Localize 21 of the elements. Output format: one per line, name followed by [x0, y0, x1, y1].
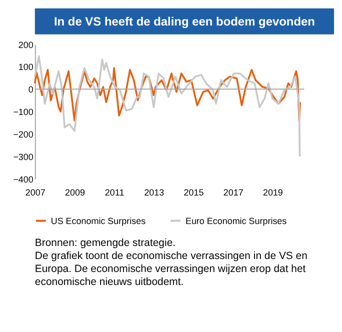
y-tick-label: −100 [13, 107, 34, 118]
y-tick-label: −400 [13, 174, 34, 184]
y-tick-label: 100 [18, 62, 34, 72]
x-tick-label: 2007 [25, 187, 46, 198]
x-tick-label: 2019 [262, 187, 283, 198]
legend-label: Euro Economic Surprises [185, 216, 288, 226]
line-series [34, 67, 302, 122]
line-series [34, 55, 301, 158]
y-tick-label: −200 [13, 130, 34, 140]
x-tick-label: 2009 [65, 187, 85, 198]
x-tick-label: 2017 [223, 187, 244, 198]
x-tick-label: 2013 [144, 187, 164, 198]
chart-title: In de VS heeft de daling een bodem gevonden [54, 14, 315, 28]
legend-label: US Economic Surprises [50, 216, 146, 226]
x-tick-label: 2011 [104, 187, 124, 198]
text: Bronnen: gemengde strategie. [34, 238, 176, 250]
text: De grafiek toont de economische verrassingen in de VS en Europa. De economische verrassingen wijzen erop dat het economische nieuws uitbodemt. [34, 251, 308, 288]
y-tick-label: −300 [13, 152, 34, 162]
y-tick-label: 0 [28, 84, 34, 95]
y-tick-label: 200 [18, 40, 34, 50]
x-tick-label: 2015 [184, 187, 204, 198]
